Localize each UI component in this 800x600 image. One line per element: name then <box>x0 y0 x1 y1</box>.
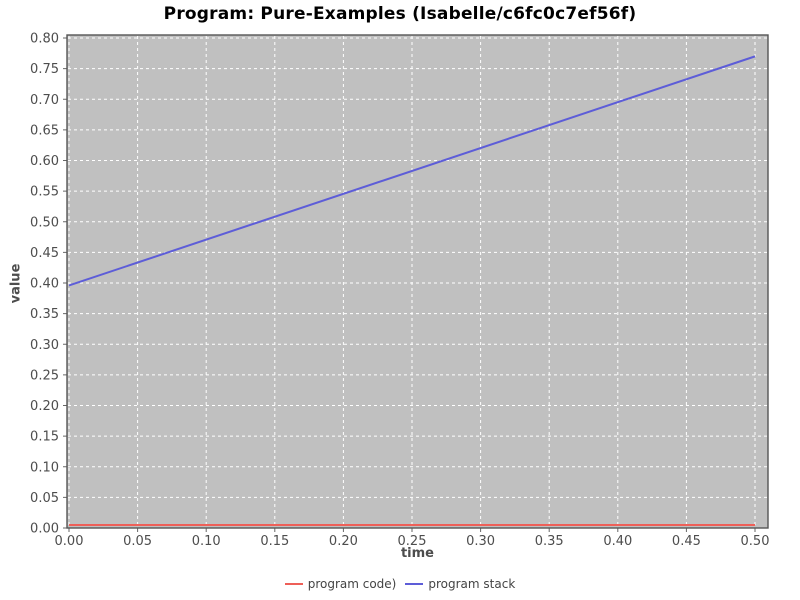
y-tick-label: 0.40 <box>30 277 59 292</box>
x-tick-label: 0.00 <box>55 534 84 549</box>
x-axis-label: time <box>400 546 435 561</box>
y-tick-label: 0.10 <box>30 460 59 475</box>
x-tick-label: 0.40 <box>603 534 632 549</box>
x-tick-label: 0.35 <box>535 534 564 549</box>
y-tick-label: 0.20 <box>30 399 59 414</box>
x-tick-label: 0.30 <box>466 534 495 549</box>
y-tick-label: 0.50 <box>30 215 59 230</box>
y-tick-label: 0.55 <box>30 185 59 200</box>
y-tick-label: 0.80 <box>30 32 59 47</box>
legend-swatch <box>284 583 303 585</box>
legend-swatch <box>405 583 424 585</box>
x-tick-label: 0.45 <box>672 534 701 549</box>
series-line-program-stack <box>68 55 756 287</box>
y-tick-label: 0.70 <box>30 93 59 108</box>
legend-label: program code) <box>307 577 397 591</box>
x-tick-label: 0.15 <box>260 534 289 549</box>
y-tick-label: 0.00 <box>30 522 59 537</box>
y-tick-label: 0.30 <box>30 338 59 353</box>
plot-background <box>67 35 768 528</box>
x-tick-label: 0.05 <box>123 534 152 549</box>
x-tick-label: 0.20 <box>329 534 358 549</box>
chart-title: Program: Pure-Examples (Isabelle/c6fc0c7… <box>163 4 637 24</box>
y-tick-label: 0.45 <box>30 246 59 261</box>
y-tick-label: 0.75 <box>30 62 59 77</box>
x-tick-label: 0.50 <box>741 534 770 549</box>
legend: program code) program stack <box>0 577 800 591</box>
y-tick-label: 0.25 <box>30 368 59 383</box>
legend-item: program stack <box>405 577 515 591</box>
y-axis-label: value <box>8 263 24 304</box>
x-tick-label: 0.25 <box>398 534 427 549</box>
y-tick-label: 0.15 <box>30 430 59 445</box>
y-tick-label: 0.60 <box>30 154 59 169</box>
y-tick-label: 0.35 <box>30 307 59 322</box>
y-tick-label: 0.05 <box>30 491 59 506</box>
x-tick-label: 0.10 <box>192 534 221 549</box>
legend-label: program stack <box>428 577 516 591</box>
plot-border <box>66 34 769 529</box>
legend-item: program code) <box>284 577 397 591</box>
y-tick-label: 0.65 <box>30 123 59 138</box>
